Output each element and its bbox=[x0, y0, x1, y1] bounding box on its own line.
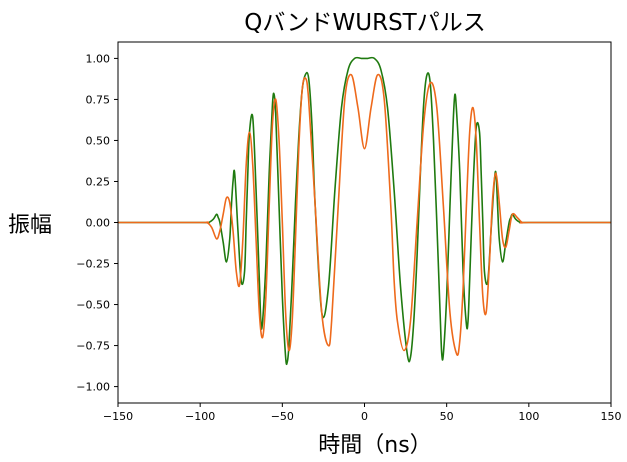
series-line-1 bbox=[118, 56, 611, 366]
chart-title: QバンドWURSTパルス bbox=[244, 10, 485, 36]
x-tick-label: 50 bbox=[440, 410, 454, 423]
y-tick-label: 0.50 bbox=[86, 134, 111, 147]
series-line-2 bbox=[118, 73, 611, 357]
x-tick-label: −100 bbox=[185, 410, 215, 423]
x-tick-label: 150 bbox=[601, 410, 622, 423]
x-tick-label: −50 bbox=[271, 410, 294, 423]
x-axis-label: 時間（ns） bbox=[318, 433, 431, 458]
y-tick-label: 0.25 bbox=[86, 175, 111, 188]
x-tick-label: 100 bbox=[518, 410, 539, 423]
y-tick-label: 1.00 bbox=[86, 52, 111, 65]
plot-area: −150 −100 −50 0 50 100 150 1.00 0.75 0.50 0.25 0.00… bbox=[76, 41, 622, 423]
x-tick-label: 0 bbox=[361, 410, 368, 423]
y-tick-label: −0.25 bbox=[76, 258, 110, 271]
x-tick-label: −150 bbox=[103, 410, 133, 423]
y-tick-label: 0.00 bbox=[86, 217, 111, 230]
y-tick-label: 0.75 bbox=[86, 93, 111, 106]
y-tick-label: −0.50 bbox=[76, 299, 110, 312]
y-tick-label: −1.00 bbox=[76, 381, 110, 394]
y-axis-label: 振幅 bbox=[8, 213, 52, 238]
y-tick-label: −0.75 bbox=[76, 340, 110, 353]
